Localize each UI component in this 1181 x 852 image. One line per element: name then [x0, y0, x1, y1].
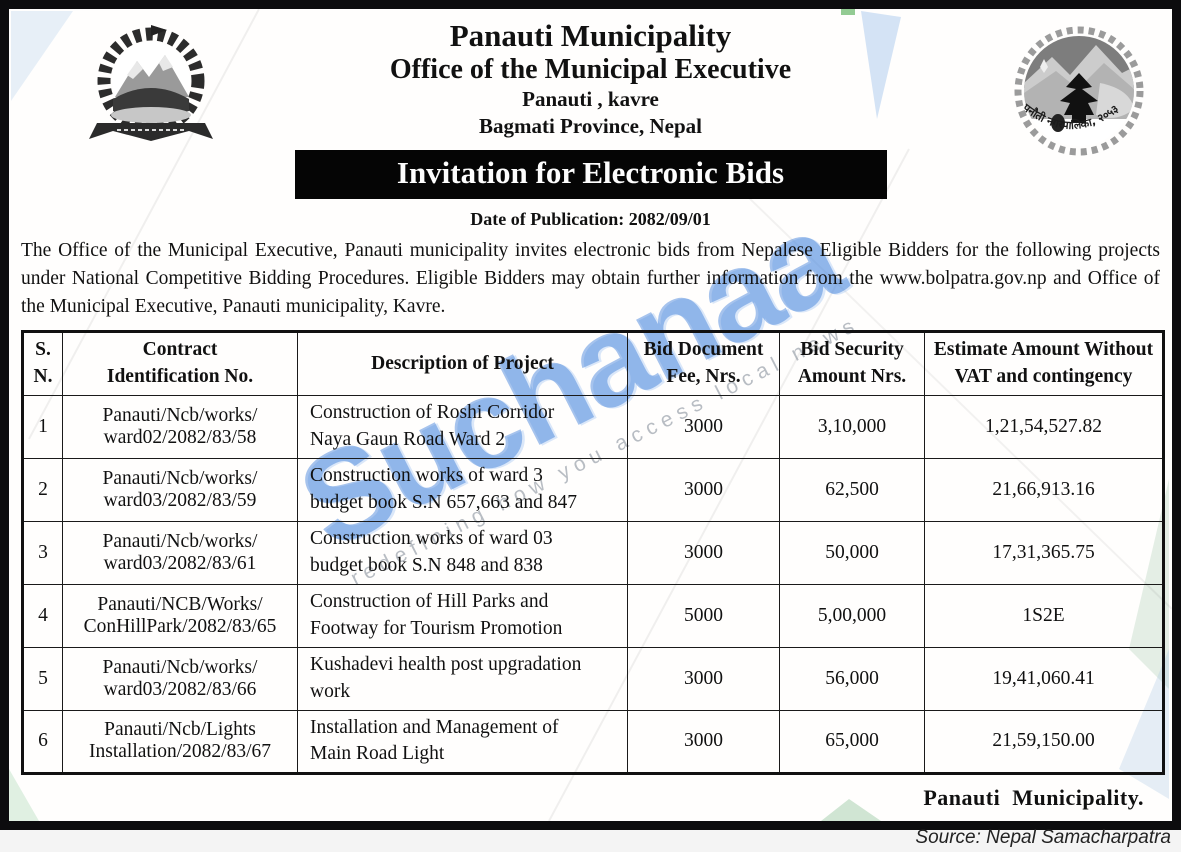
- cell-description: Construction of Hill Parks and Footway f…: [297, 583, 628, 648]
- notice-title-banner: Invitation for Electronic Bids: [294, 149, 887, 199]
- cell-contract-id: Panauti/Ncb/works/ ward03/2082/83/61: [62, 520, 298, 585]
- col-header-estimate: Estimate Amount Without VAT and continge…: [924, 330, 1164, 396]
- bids-table: S. N. Contract Identification No. Descri…: [21, 329, 1165, 775]
- cell-bid-security: 56,000: [779, 646, 925, 711]
- cell-bid-document-fee: 3000: [627, 457, 780, 522]
- table-row: 6 Panauti/Ncb/Lights Installation/2082/8…: [22, 709, 1164, 774]
- cell-contract-id: Panauti/Ncb/works/ ward02/2082/83/58: [62, 394, 298, 459]
- col-header-security: Bid Security Amount Nrs.: [779, 330, 925, 396]
- cell-estimate-amount: 19,41,060.41: [924, 646, 1164, 711]
- cell-contract-id: Panauti/Ncb/works/ ward03/2082/83/66: [62, 646, 298, 711]
- cell-estimate-amount: 21,66,913.16: [924, 457, 1164, 522]
- cell-bid-security: 5,00,000: [779, 583, 925, 648]
- cell-serial-number: 2: [22, 457, 63, 522]
- cell-contract-id: Panauti/Ncb/works/ ward03/2082/83/59: [62, 457, 298, 522]
- cell-bid-document-fee: 3000: [627, 520, 780, 585]
- col-header-fee: Bid Document Fee, Nrs.: [627, 330, 780, 396]
- cell-bid-security: 50,000: [779, 520, 925, 585]
- cell-contract-id: Panauti/Ncb/Lights Installation/2082/83/…: [62, 709, 298, 774]
- nepal-coat-of-arms-icon: [89, 25, 213, 141]
- signature: Panauti Municipality.: [923, 784, 1144, 810]
- cell-serial-number: 1: [22, 394, 63, 459]
- panauti-municipality-seal-icon: पनौती नगरपालिका, २०५३: [1014, 26, 1144, 156]
- col-header-sn: S. N.: [22, 330, 63, 396]
- col-header-contract: Contract Identification No.: [62, 330, 298, 396]
- address-line2: Bagmati Province, Nepal: [478, 114, 702, 139]
- notice-frame: Suchanaa redefining how you access local…: [0, 0, 1181, 830]
- col-header-description: Description of Project: [297, 330, 628, 396]
- notice-header: पनौती नगरपालिका, २०५३ Panauti Municipali…: [9, 9, 1172, 230]
- cell-bid-document-fee: 5000: [627, 583, 780, 648]
- cell-description: Construction works of ward 03 budget boo…: [297, 520, 628, 585]
- cell-description: Construction works of ward 3 budget book…: [297, 457, 628, 522]
- intro-paragraph: The Office of the Municipal Executive, P…: [21, 239, 1160, 317]
- cell-serial-number: 4: [22, 583, 63, 648]
- cell-bid-document-fee: 3000: [627, 709, 780, 774]
- cell-bid-security: 3,10,000: [779, 394, 925, 459]
- cell-estimate-amount: 1,21,54,527.82: [924, 394, 1164, 459]
- cell-estimate-amount: 17,31,365.75: [924, 520, 1164, 585]
- cell-estimate-amount: 1S2E: [924, 583, 1164, 648]
- cell-bid-document-fee: 3000: [627, 394, 780, 459]
- office-name: Office of the Municipal Executive: [389, 53, 792, 85]
- cell-bid-security: 62,500: [779, 457, 925, 522]
- cell-description: Installation and Management of Main Road…: [297, 709, 628, 774]
- publication-date: Date of Publication: 2082/09/01: [470, 208, 711, 229]
- source-credit: Source: Nepal Samacharpatra: [915, 827, 1171, 848]
- cell-bid-security: 65,000: [779, 709, 925, 774]
- cell-contract-id: Panauti/NCB/Works/ ConHillPark/2082/83/6…: [62, 583, 298, 648]
- cell-description: Construction of Roshi Corridor Naya Gaun…: [297, 394, 628, 459]
- header-row: S. N. Contract Identification No. Descri…: [22, 330, 1164, 396]
- table-row: 4 Panauti/NCB/Works/ ConHillPark/2082/83…: [22, 583, 1164, 648]
- bids-table-header: S. N. Contract Identification No. Descri…: [22, 330, 1164, 396]
- table-row: 2 Panauti/Ncb/works/ ward03/2082/83/59 C…: [22, 457, 1164, 522]
- bids-table-body: 1 Panauti/Ncb/works/ ward02/2082/83/58 C…: [22, 394, 1164, 774]
- cell-bid-document-fee: 3000: [627, 646, 780, 711]
- cell-serial-number: 3: [22, 520, 63, 585]
- cell-estimate-amount: 21,59,150.00: [924, 709, 1164, 774]
- cell-description: Kushadevi health post upgradation work: [297, 646, 628, 711]
- table-row: 1 Panauti/Ncb/works/ ward02/2082/83/58 C…: [22, 394, 1164, 459]
- cell-serial-number: 6: [22, 709, 63, 774]
- address-line1: Panauti , kavre: [522, 86, 659, 111]
- cell-serial-number: 5: [22, 646, 63, 711]
- table-row: 5 Panauti/Ncb/works/ ward03/2082/83/66 K…: [22, 646, 1164, 711]
- table-row: 3 Panauti/Ncb/works/ ward03/2082/83/61 C…: [22, 520, 1164, 585]
- org-name: Panauti Municipality: [449, 18, 732, 53]
